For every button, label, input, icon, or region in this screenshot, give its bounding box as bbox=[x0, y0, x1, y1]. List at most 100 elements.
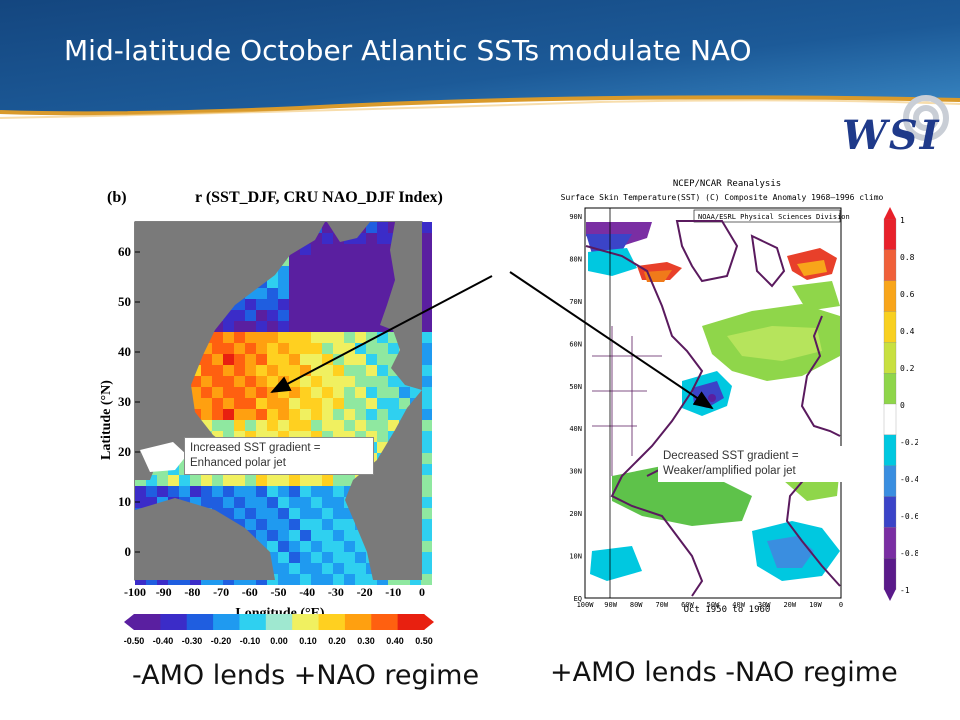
right-ytick: 60N bbox=[569, 340, 582, 348]
right-cbar-tick: 0.4 bbox=[900, 327, 915, 336]
logo-text: WSI bbox=[842, 112, 941, 159]
right-footer: Oct 1950 to 1960 bbox=[684, 605, 771, 615]
left-cbar-swatch bbox=[134, 614, 161, 630]
left-xtick: -70 bbox=[213, 585, 229, 599]
left-cbar-tick: -0.20 bbox=[211, 636, 232, 646]
left-cbar-tick: -0.40 bbox=[153, 636, 174, 646]
left-ytick: 40 bbox=[118, 344, 131, 359]
right-xtick: 70W bbox=[655, 601, 668, 609]
left-correlation-map: (b) r (SST_DJF, CRU NAO_DJF Index) Latit… bbox=[99, 189, 443, 621]
left-ytick: 60 bbox=[118, 244, 131, 259]
slide-title: Mid-latitude October Atlantic SSTs modul… bbox=[64, 34, 752, 67]
left-cbar-swatch bbox=[397, 614, 425, 630]
left-cbar-swatch bbox=[239, 614, 267, 630]
left-cbar-tick: -0.50 bbox=[124, 636, 144, 646]
right-xtick: 0 bbox=[839, 601, 843, 609]
right-colorbar: 1 0.8 0.6 0.4 0.2 0 -0.2 -0.4 -0.6 -0.8 -1 bbox=[883, 207, 918, 601]
left-colorbar: -0.50 -0.40 -0.30 -0.20 -0.10 0.00 0.10 0.20 0.3… bbox=[124, 614, 434, 646]
right-xtick: 40W bbox=[732, 601, 745, 609]
left-y-ticks: 0 10 20 30 40 50 60 bbox=[118, 244, 140, 559]
annotation-left: Increased SST gradient = Enhanced polar … bbox=[184, 437, 374, 475]
right-coastlines bbox=[585, 220, 841, 597]
left-x-ticks: -100 -90 -80 -70 -60 -50 -40 -30 -20 -10 0 bbox=[124, 585, 425, 599]
caption-right: +AMO lends -NAO regime bbox=[550, 657, 898, 688]
left-cbar-tick: 0.40 bbox=[386, 636, 404, 646]
right-xtick: 60W bbox=[681, 601, 694, 609]
right-ytick: 30N bbox=[569, 468, 582, 476]
right-ytick: 80N bbox=[569, 255, 582, 263]
left-cbar-swatch bbox=[371, 614, 399, 630]
title-banner bbox=[0, 0, 960, 119]
right-xtick: 50W bbox=[707, 601, 720, 609]
left-cbar-swatch bbox=[160, 614, 188, 630]
left-xtick: -20 bbox=[357, 585, 373, 599]
left-cbar-swatch bbox=[265, 614, 293, 630]
arrow-right bbox=[509, 271, 714, 410]
left-cbar-swatch bbox=[318, 614, 346, 630]
left-panel-label: (b) bbox=[107, 189, 127, 206]
left-cbar-swatch bbox=[344, 614, 372, 630]
right-cbar-tick: -0.6 bbox=[900, 512, 918, 521]
right-cbar-tick: 1 bbox=[900, 216, 905, 225]
arrow-left bbox=[270, 275, 493, 393]
right-xtick: 80W bbox=[630, 601, 643, 609]
left-cbar-tick: -0.30 bbox=[182, 636, 203, 646]
right-ytick: 20N bbox=[569, 510, 582, 518]
left-ytick: 10 bbox=[118, 494, 131, 509]
left-xtick: -100 bbox=[124, 585, 146, 599]
left-xtick: 0 bbox=[419, 585, 425, 599]
left-xtick: -30 bbox=[328, 585, 344, 599]
right-xtick: 20W bbox=[783, 601, 796, 609]
left-xtick: -50 bbox=[271, 585, 287, 599]
right-ytick: 70N bbox=[569, 298, 582, 306]
left-map-title: r (SST_DJF, CRU NAO_DJF Index) bbox=[195, 189, 443, 206]
left-cbar-swatch bbox=[213, 614, 240, 630]
right-header1: NCEP/NCAR Reanalysis bbox=[673, 179, 781, 189]
left-ytick: 20 bbox=[118, 444, 131, 459]
left-ylabel: Latitude (°N) bbox=[99, 380, 114, 460]
left-xtick: -10 bbox=[385, 585, 401, 599]
left-cbar-tick: -0.10 bbox=[240, 636, 261, 646]
left-cbar-tick: 0.50 bbox=[415, 636, 433, 646]
left-xtick: -40 bbox=[299, 585, 315, 599]
right-ytick: 50N bbox=[569, 383, 582, 391]
left-xtick: -60 bbox=[242, 585, 258, 599]
wsi-logo-icon bbox=[903, 95, 949, 141]
right-cbar-tick: -0.2 bbox=[900, 438, 918, 447]
right-cbar-tick: -0.8 bbox=[900, 549, 918, 558]
right-header2: Surface Skin Temperature(SST) (C) Compos… bbox=[561, 193, 884, 202]
right-borders bbox=[592, 326, 662, 476]
right-ytick: 90N bbox=[569, 213, 582, 221]
left-land bbox=[135, 222, 422, 580]
right-x-ticks: 100W 90W 80W 70W 60W 50W 40W 30W 20W 10W 0 bbox=[577, 601, 844, 609]
left-xtick: -90 bbox=[156, 585, 172, 599]
left-cbar-swatch bbox=[292, 614, 320, 630]
left-cbar-swatch bbox=[186, 614, 214, 630]
right-ytick: 10N bbox=[569, 553, 582, 561]
left-cbar-tick: 0.00 bbox=[270, 636, 288, 646]
left-ytick: 0 bbox=[125, 544, 132, 559]
right-ytick: EQ bbox=[574, 595, 582, 603]
left-cbar-tick: 0.20 bbox=[328, 636, 346, 646]
right-cbar-tick: 0.8 bbox=[900, 253, 915, 262]
right-xtick: 10W bbox=[809, 601, 822, 609]
right-xtick: 30W bbox=[758, 601, 771, 609]
left-xtick: -80 bbox=[184, 585, 200, 599]
left-cbar-tick: 0.10 bbox=[299, 636, 317, 646]
annotation-right: Decreased SST gradient = Weaker/amplifie… bbox=[658, 446, 854, 482]
right-xtick: 100W bbox=[577, 601, 595, 609]
right-cbar-tick: -1 bbox=[900, 586, 910, 595]
right-cbar-tick: -0.4 bbox=[900, 475, 918, 484]
right-credit: NOAA/ESRL Physical Sciences Division bbox=[698, 213, 850, 221]
right-cbar-tick: 0.6 bbox=[900, 290, 915, 299]
left-cbar-tick: 0.30 bbox=[357, 636, 375, 646]
left-ytick: 50 bbox=[118, 294, 131, 309]
left-ytick: 30 bbox=[118, 394, 131, 409]
caption-left: -AMO lends +NAO regime bbox=[132, 660, 480, 691]
right-cbar-tick: 0.2 bbox=[900, 364, 915, 373]
right-y-ticks: 90N 80N 70N 60N 50N 40N 30N 20N 10N EQ bbox=[569, 213, 582, 603]
right-xtick: 90W bbox=[604, 601, 617, 609]
right-cbar-tick: 0 bbox=[900, 401, 905, 410]
right-ytick: 40N bbox=[569, 425, 582, 433]
